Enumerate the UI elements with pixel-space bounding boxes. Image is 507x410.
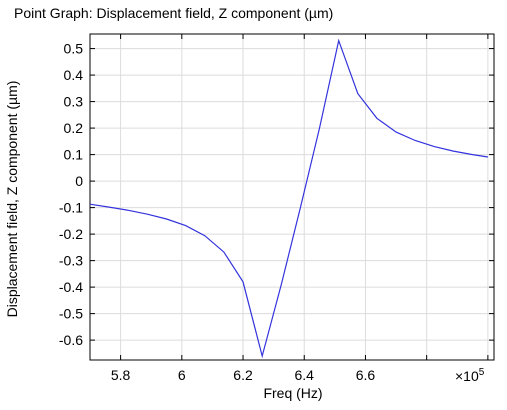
x-tick-label: 6.6: [356, 367, 376, 383]
y-axis-tick-labels: 0.5 0.4 0.3 0.2 0.1 0 -0.1 -0.2 -0.3 -0.4 -0.5 -0.6: [59, 41, 83, 349]
y-tick-label: 0.2: [64, 120, 84, 136]
y-tick-label: 0.1: [64, 147, 84, 163]
x-tick-label: 6.4: [295, 367, 315, 383]
grid-lines: [90, 34, 494, 360]
y-tick-label: -0.3: [59, 253, 83, 269]
y-tick-label: -0.2: [59, 226, 83, 242]
chart-title: Point Graph: Displacement field, Z compo…: [14, 5, 333, 21]
y-tick-label: 0.5: [64, 41, 84, 57]
x-axis-tick-labels: 5.8 6 6.2 6.4 6.6: [111, 367, 376, 383]
y-tick-label: -0.5: [59, 306, 83, 322]
y-tick-label: 0.4: [64, 67, 84, 83]
x-axis-multiplier: ×105: [455, 367, 485, 384]
y-tick-label: -0.1: [59, 200, 83, 216]
series-line: [89, 38, 488, 359]
axis-ticks: [90, 34, 494, 360]
y-tick-label: 0: [75, 173, 83, 189]
y-tick-label: -0.6: [59, 332, 83, 348]
x-axis-label: Freq (Hz): [263, 385, 322, 401]
x-tick-label: 6.2: [233, 367, 253, 383]
y-tick-label: -0.4: [59, 279, 83, 295]
plot-area: [89, 33, 495, 361]
x-tick-label: 5.8: [111, 367, 131, 383]
x-tick-label: 6: [178, 367, 186, 383]
y-tick-label: 0.3: [64, 94, 84, 110]
y-axis-label: Displacement field, Z component (µm): [4, 81, 20, 318]
